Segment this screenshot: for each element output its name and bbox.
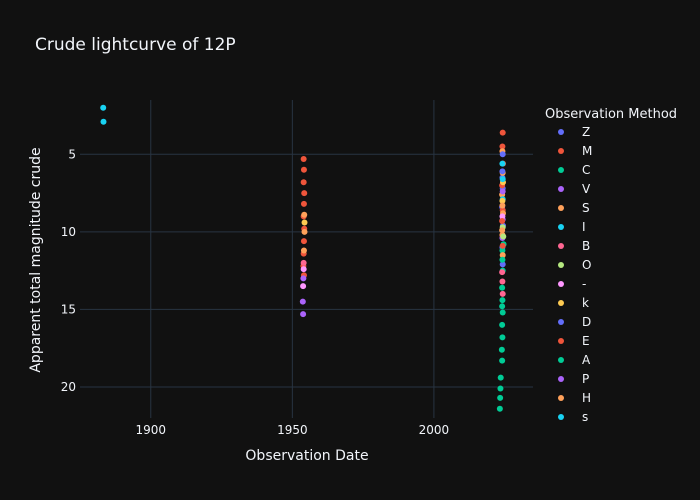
legend-label: O: [582, 258, 591, 272]
data-point-H: [499, 227, 506, 234]
legend-label: M: [582, 144, 592, 158]
data-point-H: [499, 202, 506, 209]
data-point-S: [301, 228, 308, 235]
data-point-I: [499, 160, 506, 167]
data-point-M: [300, 166, 307, 173]
data-point-M: [300, 238, 307, 245]
legend-marker: [558, 129, 564, 135]
legend-marker: [558, 243, 564, 249]
data-point-P: [499, 188, 506, 195]
y-tick-label: 20: [61, 380, 76, 394]
data-point-E: [499, 242, 506, 249]
data-point-B: [499, 290, 506, 297]
data-point-C: [499, 309, 506, 316]
data-point-C: [497, 394, 504, 401]
legend-marker: [558, 338, 564, 344]
data-point-M: [300, 200, 307, 207]
legend-marker: [558, 319, 564, 325]
legend-label: B: [582, 239, 590, 253]
legend-marker: [558, 414, 564, 420]
legend-title: Observation Method: [545, 107, 677, 122]
x-tick-label: 2000: [419, 423, 450, 437]
legend-label: s: [582, 410, 588, 424]
data-point-B: [499, 269, 506, 276]
legend-label: I: [582, 220, 586, 234]
data-point-k: [301, 219, 308, 226]
legend-label: C: [582, 163, 590, 177]
data-point-C: [499, 284, 506, 291]
y-tick-label: 5: [68, 147, 76, 161]
data-point-I: [100, 118, 107, 125]
legend-marker: [558, 262, 564, 268]
data-point-C: [496, 405, 503, 412]
legend-label: H: [582, 391, 591, 405]
data-point-C: [497, 374, 504, 381]
data-point-V: [300, 311, 307, 318]
legend-label: E: [582, 334, 590, 348]
data-point-dash: [499, 213, 506, 220]
x-tick-label: 1950: [277, 423, 308, 437]
legend-marker: [558, 281, 564, 287]
data-point-M: [499, 129, 506, 136]
data-point-dash: [300, 283, 307, 290]
data-point-M: [499, 143, 506, 150]
legend-marker: [558, 376, 564, 382]
legend-label: A: [582, 353, 591, 367]
y-tick-label: 15: [61, 302, 76, 316]
legend-marker: [558, 205, 564, 211]
legend-marker: [558, 167, 564, 173]
data-point-O: [500, 233, 507, 240]
data-point-M: [300, 155, 307, 162]
axis-ticks: 1900 1950 2000 5 10 15 20: [61, 147, 449, 437]
x-axis-label: Observation Date: [245, 448, 368, 464]
x-tick-label: 1900: [136, 423, 167, 437]
legend-label: D: [582, 315, 591, 329]
data-point-S: [300, 247, 307, 254]
data-point-D: [499, 151, 506, 158]
legend-label: S: [582, 201, 590, 215]
data-point-S: [499, 252, 506, 259]
data-point-V: [300, 275, 307, 282]
legend-label: -: [582, 277, 586, 291]
legend-marker: [558, 395, 564, 401]
data-point-B: [499, 278, 506, 285]
data-point-C: [499, 297, 506, 304]
legend-label: P: [582, 372, 589, 386]
data-point-C: [499, 247, 506, 254]
data-point-C: [497, 385, 504, 392]
data-point-E: [499, 217, 506, 224]
legend-marker: [558, 186, 564, 192]
data-point-M: [301, 190, 308, 197]
legend-marker: [558, 224, 564, 230]
chart-title: Crude lightcurve of 12P: [35, 35, 236, 55]
data-point-D: [499, 168, 506, 175]
legend-marker: [558, 300, 564, 306]
legend-marker: [558, 357, 564, 363]
y-tick-label: 10: [61, 225, 76, 239]
legend-label: Z: [582, 125, 590, 139]
data-point-V: [299, 298, 306, 305]
data-point-S: [301, 211, 308, 218]
data-point-s: [499, 176, 506, 183]
data-points: [100, 104, 507, 412]
data-point-Z: [499, 261, 506, 268]
data-point-A: [499, 256, 506, 263]
data-point-C: [499, 357, 506, 364]
data-point-C: [498, 346, 505, 353]
data-point-M: [300, 179, 307, 186]
data-point-dash: [300, 266, 307, 273]
data-point-A: [499, 303, 506, 310]
legend-label: k: [582, 296, 589, 310]
data-point-k: [499, 197, 506, 204]
data-point-B: [300, 259, 307, 266]
data-point-C: [499, 321, 506, 328]
legend-marker: [558, 148, 564, 154]
y-axis-label: Apparent total magnitude crude: [28, 147, 44, 372]
data-point-I: [100, 104, 107, 111]
data-point-C: [499, 334, 506, 341]
legend-label: V: [582, 182, 591, 196]
